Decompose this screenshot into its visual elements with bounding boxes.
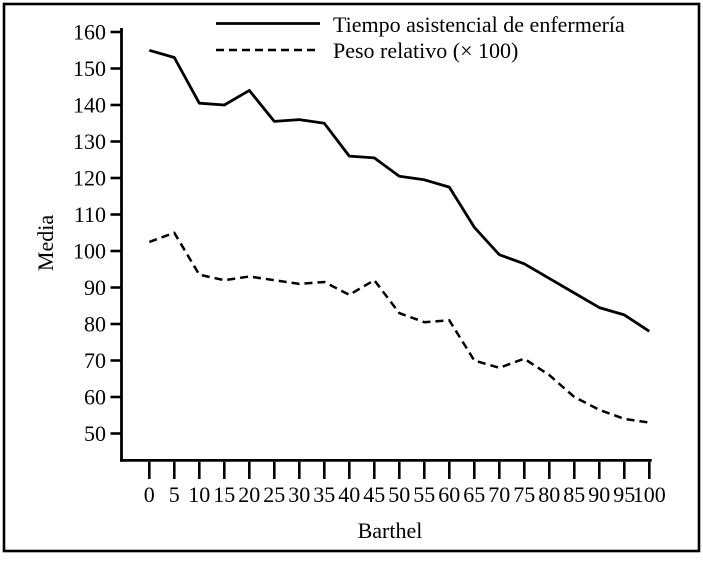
- x-tick-label: 25: [263, 482, 285, 507]
- y-tick-label: 60: [84, 385, 106, 410]
- y-tick-label: 150: [73, 56, 106, 81]
- x-tick-label: 75: [513, 482, 535, 507]
- x-axis-title: Barthel: [357, 518, 423, 543]
- x-tick-label: 60: [438, 482, 460, 507]
- x-tick-label: 5: [169, 482, 180, 507]
- series-line-1: [148, 231, 650, 424]
- x-tick-label: 65: [463, 482, 485, 507]
- x-tick-label: 90: [588, 482, 610, 507]
- y-tick-label: 90: [84, 275, 106, 300]
- legend-label-peso: Peso relativo (× 100): [333, 38, 519, 63]
- y-tick-label: 100: [73, 239, 106, 264]
- x-tick-label: 0: [144, 482, 155, 507]
- x-tick-label: 35: [313, 482, 335, 507]
- y-tick-label: 130: [73, 129, 106, 154]
- figure-border: [2, 2, 701, 553]
- y-tick-label: 120: [73, 166, 106, 191]
- x-tick-label: 50: [388, 482, 410, 507]
- x-tick-label: 70: [488, 482, 510, 507]
- legend: [216, 22, 320, 52]
- x-tick-label: 30: [288, 482, 310, 507]
- y-axis-title: Media: [33, 214, 58, 272]
- x-tick-label: 100: [633, 482, 666, 507]
- series-line-0: [148, 48, 651, 333]
- y-tick-label: 50: [84, 421, 106, 446]
- y-tick-label: 70: [84, 348, 106, 373]
- y-tick-label: 80: [84, 312, 106, 337]
- x-tick-label: 85: [563, 482, 585, 507]
- x-tick-label: 40: [338, 482, 360, 507]
- y-tick-label: 160: [73, 20, 106, 45]
- x-tick-label: 15: [213, 482, 235, 507]
- x-tick-label: 45: [363, 482, 385, 507]
- y-axis: 160 150 140 130 120 110 100 90 80 70 60 50: [73, 20, 123, 462]
- legend-label-tiempo: Tiempo asistencial de enfermería: [333, 12, 625, 37]
- y-tick-label: 110: [74, 202, 106, 227]
- x-tick-label: 20: [238, 482, 260, 507]
- x-tick-label: 10: [188, 482, 210, 507]
- x-tick-label: 55: [413, 482, 435, 507]
- x-tick-label: 95: [613, 482, 635, 507]
- x-axis: 0 5 10 15 20 25 30 35 40 45 50 55 60 65 70 75 80 85 90 9510…: [120, 458, 666, 507]
- x-tick-label: 80: [538, 482, 560, 507]
- y-tick-label: 140: [73, 93, 106, 118]
